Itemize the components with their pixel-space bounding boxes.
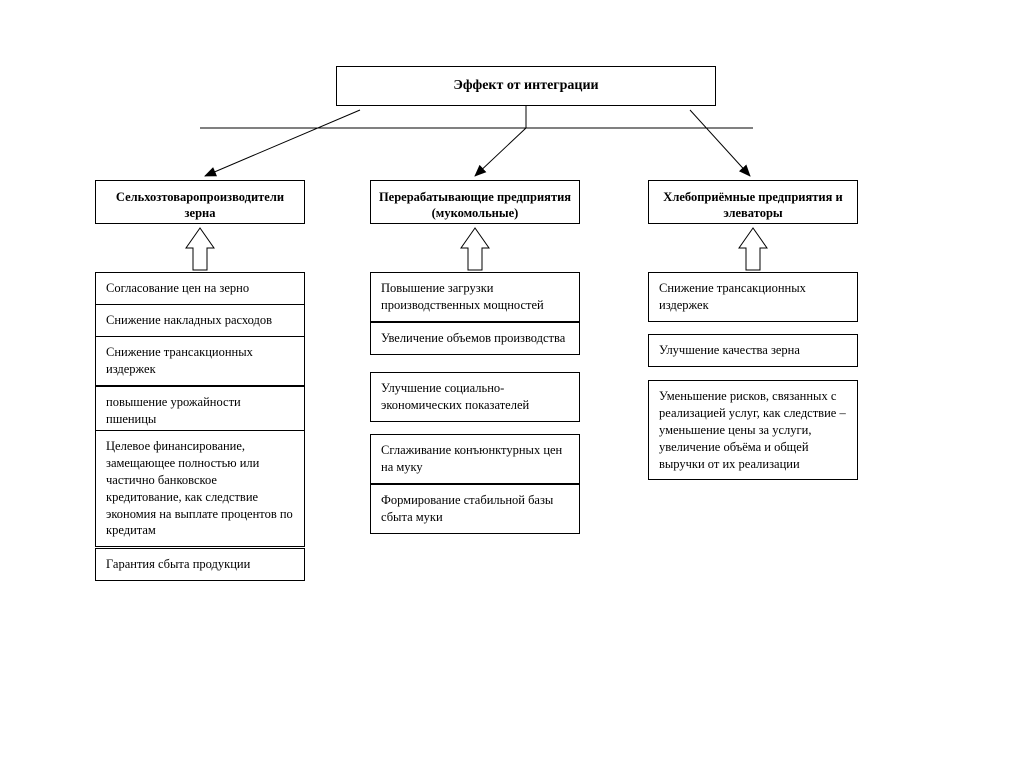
col0-item-4-label: Целевое финансирование, замещающее полно… (106, 439, 293, 537)
col2-item-2: Уменьшение рисков, связанных с реализаци… (648, 380, 858, 480)
col0-item-2: Снижение трансакционных издержек (95, 336, 305, 386)
integration-effect-diagram: Эффект от интеграции Сельхозтоваропроизв… (0, 0, 1024, 767)
col0-item-1-label: Снижение накладных расходов (106, 313, 272, 327)
col1-item-0: Повышение загрузки производственных мощн… (370, 272, 580, 322)
col0-item-3: повышение урожайности пшеницы (95, 386, 305, 436)
col0-item-0: Согласование цен на зерно (95, 272, 305, 305)
root-node: Эффект от интеграции (336, 66, 716, 106)
col0-item-2-label: Снижение трансакционных издержек (106, 345, 253, 376)
col0-item-5-label: Гарантия сбыта продукции (106, 557, 250, 571)
column-0-header-label: Сельхозтоваропроизводители зерна (116, 190, 284, 220)
col0-item-1: Снижение накладных расходов (95, 304, 305, 337)
col1-item-0-label: Повышение загрузки производственных мощн… (381, 281, 544, 312)
up-arrow-col2 (739, 228, 767, 270)
col1-item-1: Увеличение объемов производства (370, 322, 580, 355)
column-0-header: Сельхозтоваропроизводители зерна (95, 180, 305, 224)
column-1-header-label: Перерабатывающие предприятия (мукомольны… (379, 190, 571, 220)
col2-item-0-label: Снижение трансакционных издержек (659, 281, 806, 312)
column-1-header: Перерабатывающие предприятия (мукомольны… (370, 180, 580, 224)
col2-item-0: Снижение трансакционных издержек (648, 272, 858, 322)
col1-item-4: Формирование стабильной базы сбыта муки (370, 484, 580, 534)
col0-item-0-label: Согласование цен на зерно (106, 281, 249, 295)
col0-item-4: Целевое финансирование, замещающее полно… (95, 430, 305, 547)
up-arrow-col0 (186, 228, 214, 270)
col1-item-4-label: Формирование стабильной базы сбыта муки (381, 493, 553, 524)
column-2-header-label: Хлебоприёмные предприятия и элеваторы (663, 190, 842, 220)
col2-item-1-label: Улучшение качества зерна (659, 343, 800, 357)
up-arrow-col1 (461, 228, 489, 270)
col1-item-2: Улучшение социально-экономических показа… (370, 372, 580, 422)
col0-item-5: Гарантия сбыта продукции (95, 548, 305, 581)
col1-item-3-label: Сглаживание конъюнктурных цен на муку (381, 443, 562, 474)
col1-item-1-label: Увеличение объемов производства (381, 331, 565, 345)
column-2-header: Хлебоприёмные предприятия и элеваторы (648, 180, 858, 224)
col2-item-1: Улучшение качества зерна (648, 334, 858, 367)
col1-item-2-label: Улучшение социально-экономических показа… (381, 381, 529, 412)
col1-item-3: Сглаживание конъюнктурных цен на муку (370, 434, 580, 484)
root-label: Эффект от интеграции (453, 78, 598, 93)
col0-item-3-label: повышение урожайности пшеницы (106, 395, 241, 426)
col2-item-2-label: Уменьшение рисков, связанных с реализаци… (659, 389, 846, 471)
